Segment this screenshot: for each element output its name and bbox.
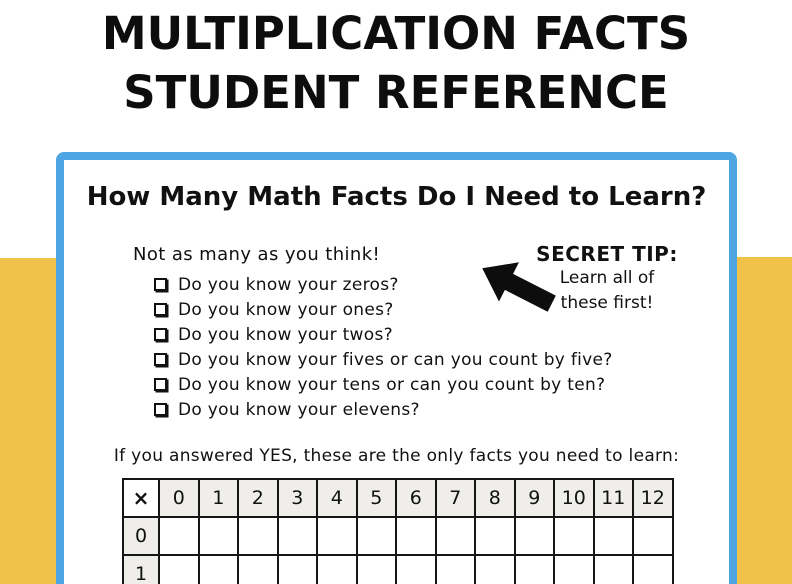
table-header-cell: 2 (237, 478, 279, 518)
table-cell (158, 516, 200, 556)
table-row: 0 (122, 516, 674, 556)
intro-text: Not as many as you think! (133, 244, 381, 265)
table-cell (158, 554, 200, 584)
table-intro-text: If you answered YES, these are the only … (113, 446, 680, 466)
right-color-band (735, 257, 792, 584)
checklist: Do you know your zeros? Do you know your… (154, 272, 613, 422)
secret-tip-label: SECRET TIP: (536, 242, 678, 266)
checklist-item-label: Do you know your twos? (178, 324, 393, 345)
secret-tip: SECRET TIP: Learn all of these first! (532, 242, 682, 316)
table-header-cell: 1 (197, 478, 239, 518)
checklist-item-label: Do you know your fives or can you count … (178, 349, 613, 370)
checkbox-icon (154, 353, 167, 366)
table-cell (276, 516, 318, 556)
table-header-cell: 0 (158, 478, 200, 518)
secret-tip-line1: Learn all of (559, 268, 655, 288)
table-header-cell: 7 (434, 478, 476, 518)
checklist-item-label: Do you know your tens or can you count b… (178, 374, 606, 395)
table-row-label: 0 (122, 516, 160, 556)
table-cell (553, 516, 595, 556)
table-header-row: × 0 1 2 3 4 5 6 7 8 9 10 11 12 (122, 478, 674, 518)
table-header-cell: 12 (632, 478, 674, 518)
table-cell (513, 554, 555, 584)
checkbox-icon (154, 403, 167, 416)
left-color-band (0, 258, 57, 584)
table-cell (592, 554, 634, 584)
checkbox-icon (154, 328, 167, 341)
table-header-cell: 10 (553, 478, 595, 518)
table-cell (355, 554, 397, 584)
checklist-item: Do you know your fives or can you count … (154, 347, 613, 372)
table-cell (632, 516, 674, 556)
table-header-cell: 3 (276, 478, 318, 518)
reference-card: How Many Math Facts Do I Need to Learn? … (56, 152, 737, 584)
table-cell (592, 516, 634, 556)
table-header-cell: 4 (316, 478, 358, 518)
multiplication-table: × 0 1 2 3 4 5 6 7 8 9 10 11 12 0 1 (122, 478, 674, 584)
table-cell (276, 554, 318, 584)
table-header-cell: 5 (355, 478, 397, 518)
table-row: 1 (122, 554, 674, 584)
table-cell (434, 516, 476, 556)
table-header-cell: 9 (513, 478, 555, 518)
table-cell (197, 516, 239, 556)
table-cell (474, 516, 516, 556)
checklist-item-label: Do you know your elevens? (178, 399, 420, 420)
table-cell (316, 516, 358, 556)
checklist-item: Do you know your zeros? (154, 272, 613, 297)
table-row-label: 1 (122, 554, 160, 584)
checklist-item-label: Do you know your zeros? (178, 274, 399, 295)
table-cell (237, 554, 279, 584)
table-header-cell: 6 (395, 478, 437, 518)
table-header-cell: 11 (592, 478, 634, 518)
checklist-item: Do you know your elevens? (154, 397, 613, 422)
checklist-item: Do you know your ones? (154, 297, 613, 322)
checkbox-icon (154, 278, 167, 291)
table-cell (434, 554, 476, 584)
page-title-line1: MULTIPLICATION FACTS (101, 7, 691, 60)
card-heading: How Many Math Facts Do I Need to Learn? (86, 182, 707, 212)
checklist-item: Do you know your tens or can you count b… (154, 372, 613, 397)
checklist-item-label: Do you know your ones? (178, 299, 394, 320)
checkbox-icon (154, 303, 167, 316)
table-cell (355, 516, 397, 556)
table-cell (513, 516, 555, 556)
table-cell (395, 554, 437, 584)
table-cell (197, 554, 239, 584)
table-corner-cell: × (122, 478, 160, 518)
arrow-icon (476, 256, 558, 316)
page-title: MULTIPLICATION FACTS STUDENT REFERENCE (0, 4, 792, 122)
checklist-item: Do you know your twos? (154, 322, 613, 347)
table-cell (395, 516, 437, 556)
table-cell (474, 554, 516, 584)
page-title-line2: STUDENT REFERENCE (123, 66, 669, 119)
table-header-cell: 8 (474, 478, 516, 518)
secret-tip-line2: these first! (560, 293, 654, 313)
checkbox-icon (154, 378, 167, 391)
table-cell (316, 554, 358, 584)
table-cell (237, 516, 279, 556)
table-cell (553, 554, 595, 584)
table-cell (632, 554, 674, 584)
